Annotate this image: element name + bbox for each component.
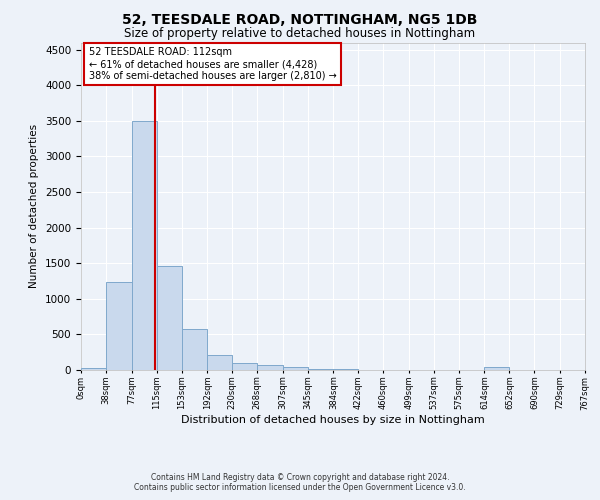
- Text: 52 TEESDALE ROAD: 112sqm
← 61% of detached houses are smaller (4,428)
38% of sem: 52 TEESDALE ROAD: 112sqm ← 61% of detach…: [89, 48, 337, 80]
- X-axis label: Distribution of detached houses by size in Nottingham: Distribution of detached houses by size …: [181, 415, 485, 425]
- Bar: [157, 266, 182, 370]
- Bar: [207, 354, 232, 370]
- Text: Size of property relative to detached houses in Nottingham: Size of property relative to detached ho…: [124, 28, 476, 40]
- Bar: [131, 121, 157, 370]
- Bar: [283, 367, 308, 370]
- Bar: [257, 365, 283, 370]
- Bar: [182, 330, 207, 370]
- Bar: [106, 282, 131, 370]
- Bar: [484, 367, 509, 370]
- Text: 52, TEESDALE ROAD, NOTTINGHAM, NG5 1DB: 52, TEESDALE ROAD, NOTTINGHAM, NG5 1DB: [122, 12, 478, 26]
- Bar: [232, 363, 257, 370]
- Bar: [308, 368, 334, 370]
- Bar: [81, 368, 106, 370]
- Y-axis label: Number of detached properties: Number of detached properties: [29, 124, 40, 288]
- Text: Contains HM Land Registry data © Crown copyright and database right 2024.
Contai: Contains HM Land Registry data © Crown c…: [134, 473, 466, 492]
